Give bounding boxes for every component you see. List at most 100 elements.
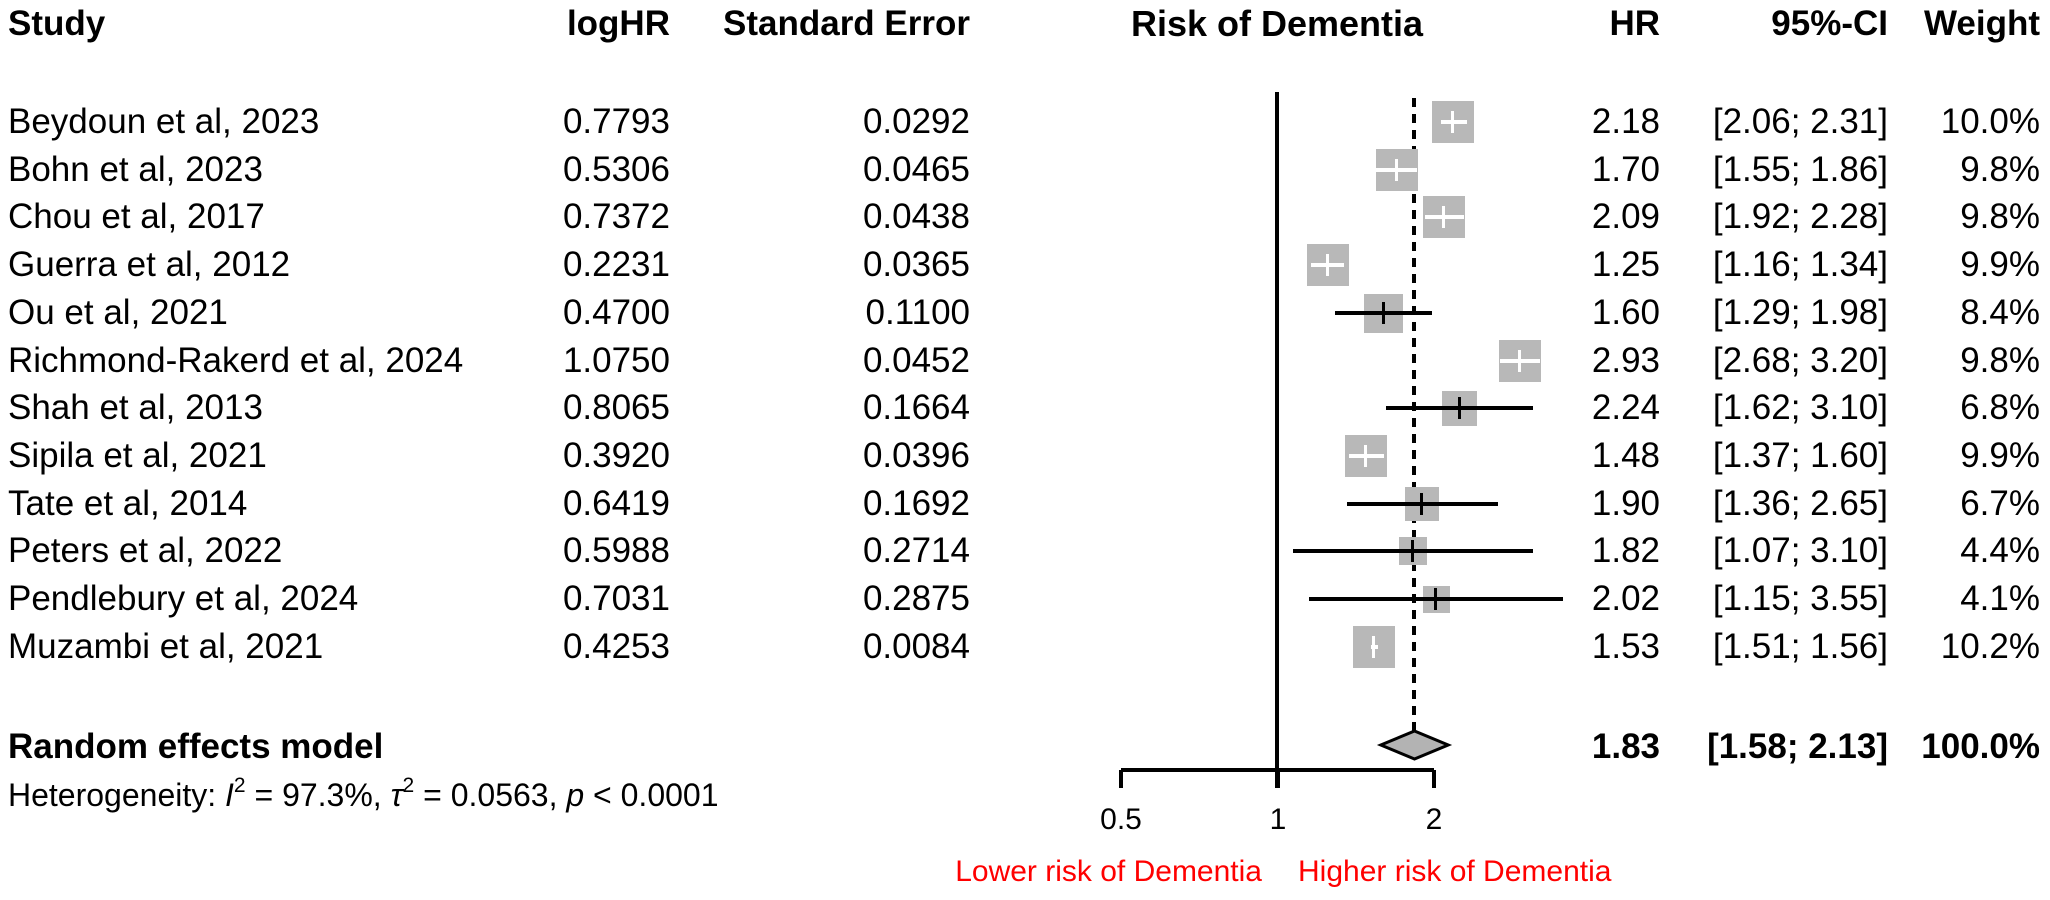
het-tau-value: = 0.0563, bbox=[414, 777, 567, 813]
study-name: Tate et al, 2014 bbox=[8, 484, 248, 523]
weight-value: 9.9% bbox=[1960, 436, 2040, 475]
plot-title: Risk of Dementia bbox=[1130, 3, 1424, 44]
se-value: 0.0396 bbox=[862, 436, 970, 475]
point-estimate-tick bbox=[1458, 397, 1461, 419]
higher-risk-label: Higher risk of Dementia bbox=[1298, 855, 1612, 888]
column-header-ci: 95%-CI bbox=[1771, 4, 1888, 43]
ci-value: [1.51; 1.56] bbox=[1712, 627, 1888, 666]
het-p-value: < 0.0001 bbox=[584, 777, 719, 813]
ci-whisker bbox=[1441, 120, 1467, 124]
pooled-hr-value: 1.83 bbox=[1591, 727, 1660, 766]
ci-value: [2.06; 2.31] bbox=[1712, 102, 1888, 141]
loghr-value: 0.7372 bbox=[562, 197, 670, 236]
weight-value: 8.4% bbox=[1960, 293, 2040, 332]
weight-value: 4.4% bbox=[1960, 531, 2040, 570]
hr-value: 1.25 bbox=[1591, 245, 1660, 284]
loghr-value: 0.7031 bbox=[562, 579, 670, 618]
study-name: Chou et al, 2017 bbox=[8, 197, 265, 236]
weight-value: 9.8% bbox=[1960, 150, 2040, 189]
x-axis-tick bbox=[1276, 770, 1280, 788]
loghr-value: 0.2231 bbox=[562, 245, 670, 284]
loghr-value: 0.6419 bbox=[562, 484, 670, 523]
hr-value: 2.18 bbox=[1591, 102, 1660, 141]
het-i-value: = 97.3%, bbox=[245, 777, 391, 813]
point-estimate-tick bbox=[1382, 302, 1385, 324]
se-value: 0.1664 bbox=[862, 388, 970, 427]
point-estimate-tick bbox=[1451, 111, 1454, 133]
ci-value: [2.68; 3.20] bbox=[1712, 341, 1888, 380]
ci-value: [1.55; 1.86] bbox=[1712, 150, 1888, 189]
point-estimate-tick bbox=[1411, 540, 1414, 562]
het-p-symbol: p bbox=[566, 777, 585, 813]
hr-value: 1.82 bbox=[1591, 531, 1660, 570]
study-name: Sipila et al, 2021 bbox=[8, 436, 267, 475]
se-value: 0.0084 bbox=[862, 627, 970, 666]
hr-value: 2.93 bbox=[1591, 341, 1660, 380]
column-header-loghr: logHR bbox=[566, 4, 670, 43]
study-name: Muzambi et al, 2021 bbox=[8, 627, 324, 666]
study-name: Peters et al, 2022 bbox=[8, 531, 283, 570]
loghr-value: 0.4700 bbox=[562, 293, 670, 332]
loghr-value: 0.5306 bbox=[562, 150, 670, 189]
se-value: 0.2714 bbox=[862, 531, 970, 570]
column-header-weight: Weight bbox=[1923, 4, 2040, 43]
loghr-value: 0.7793 bbox=[562, 102, 670, 141]
se-value: 0.0365 bbox=[862, 245, 970, 284]
hr-value: 2.02 bbox=[1591, 579, 1660, 618]
pooled-label: Random effects model bbox=[8, 727, 384, 766]
study-name: Shah et al, 2013 bbox=[8, 388, 263, 427]
hr-value: 1.48 bbox=[1591, 436, 1660, 475]
ci-value: [1.16; 1.34] bbox=[1712, 245, 1888, 284]
se-value: 0.0438 bbox=[862, 197, 970, 236]
weight-value: 10.2% bbox=[1940, 627, 2040, 666]
point-estimate-tick bbox=[1434, 588, 1437, 610]
study-name: Bohn et al, 2023 bbox=[8, 150, 263, 189]
point-estimate-tick bbox=[1420, 493, 1423, 515]
lower-risk-label: Lower risk of Dementia bbox=[955, 855, 1262, 888]
weight-value: 9.8% bbox=[1960, 197, 2040, 236]
hr-value: 1.60 bbox=[1591, 293, 1660, 332]
weight-value: 9.8% bbox=[1960, 341, 2040, 380]
point-estimate-tick bbox=[1518, 350, 1521, 372]
x-tick-label-1: 1 bbox=[1269, 803, 1287, 836]
hr-value: 2.24 bbox=[1591, 388, 1660, 427]
weight-value: 4.1% bbox=[1960, 579, 2040, 618]
point-estimate-tick bbox=[1372, 636, 1375, 658]
loghr-value: 1.0750 bbox=[562, 341, 670, 380]
study-name: Richmond-Rakerd et al, 2024 bbox=[8, 341, 464, 380]
ci-value: [1.92; 2.28] bbox=[1712, 197, 1888, 236]
se-value: 0.1100 bbox=[865, 293, 970, 332]
het-tau-squared-symbol: τ bbox=[390, 777, 403, 813]
se-value: 0.0465 bbox=[862, 150, 970, 189]
column-header-standard-error: Standard Error bbox=[723, 4, 970, 43]
pooled-diamond bbox=[1376, 729, 1453, 761]
weight-value: 9.9% bbox=[1960, 245, 2040, 284]
loghr-value: 0.3920 bbox=[562, 436, 670, 475]
se-value: 0.0292 bbox=[862, 102, 970, 141]
point-estimate-tick bbox=[1326, 254, 1329, 276]
study-name: Ou et al, 2021 bbox=[8, 293, 228, 332]
x-axis-tick bbox=[1119, 770, 1123, 788]
ci-value: [1.15; 3.55] bbox=[1712, 579, 1888, 618]
loghr-value: 0.4253 bbox=[562, 627, 670, 666]
pooled-estimate-dashed-line bbox=[1412, 98, 1416, 731]
hr-value: 1.53 bbox=[1591, 627, 1660, 666]
weight-value: 6.7% bbox=[1960, 484, 2040, 523]
pooled-weight-value: 100.0% bbox=[1921, 727, 2040, 766]
ci-value: [1.29; 1.98] bbox=[1712, 293, 1888, 332]
point-estimate-tick bbox=[1442, 206, 1445, 228]
loghr-value: 0.5988 bbox=[562, 531, 670, 570]
het-prefix: Heterogeneity: bbox=[8, 777, 226, 813]
ci-value: [1.07; 3.10] bbox=[1712, 531, 1888, 570]
study-name: Beydoun et al, 2023 bbox=[8, 102, 320, 141]
se-value: 0.1692 bbox=[862, 484, 970, 523]
x-tick-label-0-5: 0.5 bbox=[1100, 803, 1142, 836]
weight-value: 6.8% bbox=[1960, 388, 2040, 427]
se-value: 0.0452 bbox=[862, 341, 970, 380]
ci-value: [1.37; 1.60] bbox=[1712, 436, 1888, 475]
ci-value: [1.62; 3.10] bbox=[1712, 388, 1888, 427]
hr-value: 1.70 bbox=[1591, 150, 1660, 189]
